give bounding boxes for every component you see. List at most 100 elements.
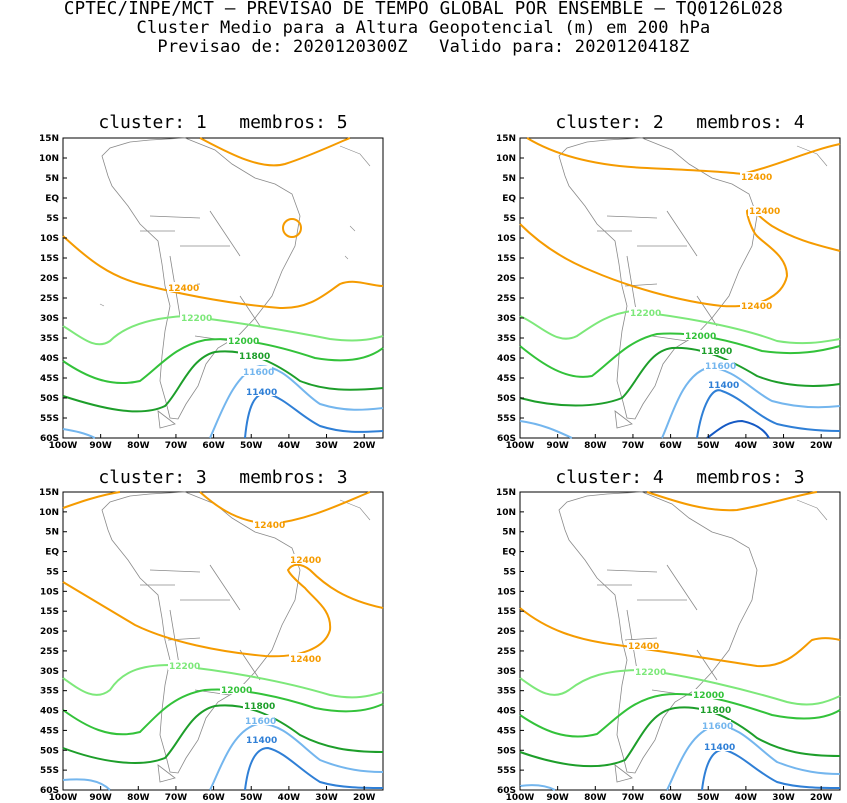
lat-tick-label: 15N xyxy=(496,488,516,498)
contour-12400 xyxy=(62,137,384,310)
lat-tick-label: 15S xyxy=(40,607,59,617)
lon-tick-label: 30W xyxy=(772,441,795,451)
plot-area xyxy=(519,137,841,439)
lat-tick-label: 45S xyxy=(497,726,516,736)
lat-axis: 15N 10N 5N EQ 5S 10S 15S 20S 25S 30S 35S 40S 45S 50S 5… xyxy=(39,134,67,444)
lon-tick-label: 70W xyxy=(622,441,645,451)
header-line-3: Previsao de: 2020120300Z Valido para: 20… xyxy=(157,37,690,57)
panel-4-title: cluster: 4 membros: 3 xyxy=(555,467,805,488)
lat-tick-label: 60S xyxy=(40,434,59,444)
lon-tick-label: 20W xyxy=(353,441,376,451)
lon-tick-label: 60W xyxy=(202,793,225,803)
label-11400: 11400 xyxy=(708,381,739,391)
lon-tick-label: 100W xyxy=(49,441,78,451)
label-11800: 11800 xyxy=(244,702,275,712)
lat-tick-label: 10S xyxy=(40,587,59,597)
lat-tick-label: 50S xyxy=(40,746,59,756)
lat-tick-label: 10N xyxy=(39,508,59,518)
lat-tick-label: EQ xyxy=(502,548,516,558)
contour-12000 xyxy=(62,338,384,385)
contour-11800 xyxy=(62,704,384,764)
label-12400: 12400 xyxy=(290,655,321,665)
label-12200: 12200 xyxy=(630,309,661,319)
label-12400: 12400 xyxy=(628,642,659,652)
lat-tick-label: 15S xyxy=(40,254,59,264)
lat-tick-label: 45S xyxy=(40,726,59,736)
lat-tick-label: 50S xyxy=(40,394,59,404)
contour-11800 xyxy=(519,706,841,768)
lat-tick-label: 40S xyxy=(497,707,516,717)
lon-tick-label: 100W xyxy=(506,441,535,451)
lon-axis: 100W 90W 80W 70W 60W 50W 40W 30W 20W xyxy=(49,434,376,451)
lat-tick-label: 20S xyxy=(40,274,59,284)
lon-tick-label: 100W xyxy=(506,793,535,803)
map-panel-2: 12400 12400 12400 12200 12000 11800 1160… xyxy=(496,134,841,451)
lat-tick-label: 5S xyxy=(503,214,516,224)
lon-tick-label: 40W xyxy=(278,793,301,803)
lat-tick-label: 25S xyxy=(497,294,516,304)
lat-tick-label: 35S xyxy=(497,687,516,697)
lat-tick-label: 5N xyxy=(502,174,516,184)
label-12400: 12400 xyxy=(254,521,285,531)
lon-tick-label: 60W xyxy=(659,441,682,451)
figure-header: CPTEC/INPE/MCT – PREVISAO DE TEMPO GLOBA… xyxy=(0,0,847,57)
lat-tick-label: 20S xyxy=(497,274,516,284)
lon-tick-label: 90W xyxy=(546,441,569,451)
lat-tick-label: 35S xyxy=(497,334,516,344)
contour-labels: 12400 12400 12400 12200 12000 11800 1160… xyxy=(629,172,780,391)
label-11600: 11600 xyxy=(702,722,733,732)
lat-tick-label: 35S xyxy=(40,687,59,697)
map-frame xyxy=(519,491,841,791)
map-frame xyxy=(62,137,384,439)
contour-12000 xyxy=(519,693,841,738)
lat-tick-label: 15N xyxy=(496,134,516,144)
lon-tick-label: 50W xyxy=(240,793,263,803)
contour-11800 xyxy=(62,350,384,413)
lat-tick-label: 5S xyxy=(46,567,59,577)
label-11600: 11600 xyxy=(243,368,274,378)
lat-tick-label: 10S xyxy=(40,234,59,244)
lon-tick-label: 40W xyxy=(735,793,758,803)
lat-tick-label: 25S xyxy=(40,294,59,304)
contour-12400 xyxy=(519,491,841,668)
label-12400: 12400 xyxy=(741,173,772,183)
lat-tick-label: 60S xyxy=(497,786,516,796)
lat-tick-label: 45S xyxy=(497,374,516,384)
lon-tick-label: 90W xyxy=(89,793,112,803)
lon-tick-label: 70W xyxy=(165,793,188,803)
lat-tick-label: 10N xyxy=(496,508,516,518)
lon-tick-label: 30W xyxy=(315,793,338,803)
lat-tick-label: EQ xyxy=(45,548,59,558)
lon-tick-label: 70W xyxy=(622,793,645,803)
label-11400: 11400 xyxy=(246,736,277,746)
lon-tick-label: 50W xyxy=(240,441,263,451)
panel-3-title: cluster: 3 membros: 3 xyxy=(98,467,348,488)
label-12400: 12400 xyxy=(168,284,199,294)
lon-tick-label: 100W xyxy=(49,793,78,803)
label-12000: 12000 xyxy=(685,332,716,342)
contour-11600 xyxy=(519,724,841,791)
label-11400: 11400 xyxy=(246,388,277,398)
lat-axis: 15N 10N 5N EQ 5S 10S 15S 20S 25S 30S 35S 40S 45S 50S 5… xyxy=(496,134,524,444)
lon-tick-label: 60W xyxy=(659,793,682,803)
label-12000: 12000 xyxy=(693,691,724,701)
lat-tick-label: 30S xyxy=(497,667,516,677)
label-12400: 12400 xyxy=(749,207,780,217)
contour-11600 xyxy=(62,364,384,439)
lat-tick-label: 10S xyxy=(497,587,516,597)
lon-tick-label: 50W xyxy=(697,441,720,451)
lon-tick-label: 40W xyxy=(735,441,758,451)
map-panel-1: 12400 12200 12000 11800 11600 11400 15N1… xyxy=(39,134,384,451)
lon-axis: 100W 90W 80W 70W 60W 50W 40W 30W 20W xyxy=(506,434,832,451)
panel-2-title: cluster: 2 membros: 4 xyxy=(555,112,805,133)
map-panel-3: 12400 12400 12400 12200 12000 11800 1160… xyxy=(39,488,384,803)
lon-tick-label: 80W xyxy=(584,441,607,451)
lat-axis: 15N 10N 5N EQ 5S 10S 15S 20S 25S 30S 35S 40S 45S 50S 5… xyxy=(496,488,524,796)
coastline xyxy=(558,137,828,429)
label-11800: 11800 xyxy=(700,706,731,716)
label-11800: 11800 xyxy=(239,352,270,362)
map-panel-4: 12400 12200 12000 11800 11600 11400 15N1… xyxy=(496,488,841,803)
header-line-2: Cluster Medio para a Altura Geopotencial… xyxy=(136,18,711,38)
label-11600: 11600 xyxy=(245,717,276,727)
lat-tick-label: EQ xyxy=(502,194,516,204)
